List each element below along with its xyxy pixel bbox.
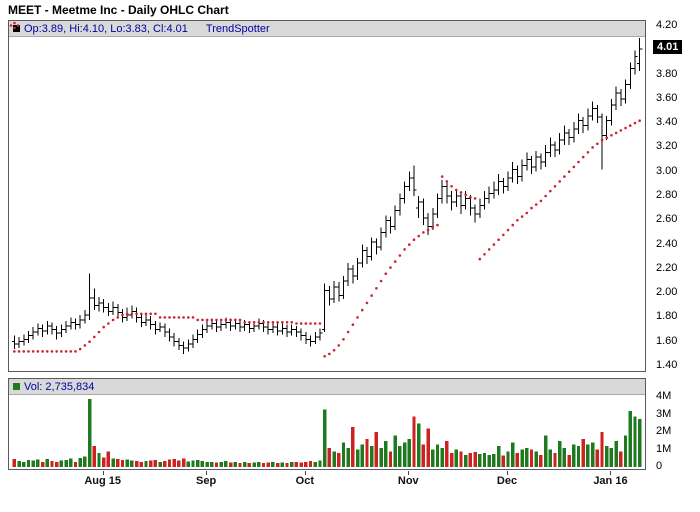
volume-series-marker-icon xyxy=(13,383,20,390)
price-axis-tick: 1.80 xyxy=(656,310,678,323)
trendspotter-legend-label: TrendSpotter xyxy=(205,22,270,35)
price-axis: 4.01 4.204.003.803.603.403.203.002.802.6… xyxy=(651,19,699,372)
x-axis-tickmark xyxy=(102,471,104,475)
volume-legend-label: Vol: 2,735,834 xyxy=(24,380,95,393)
price-axis-tick: 1.40 xyxy=(656,359,678,371)
ohlc-legend-label: Op:3.89, Hi:4.10, Lo:3.83, Cl:4.01 xyxy=(24,22,188,35)
volume-axis-tick: 3M xyxy=(656,407,672,420)
price-axis-tick: 2.60 xyxy=(656,213,678,226)
price-pane: Op:3.89, Hi:4.10, Lo:3.83, Cl:4.01 Trend… xyxy=(8,20,646,372)
x-axis-tickmark xyxy=(408,471,410,475)
x-axis-label: Sep xyxy=(196,475,217,487)
price-chart-canvas xyxy=(11,38,643,358)
last-price-badge: 4.01 xyxy=(653,40,683,55)
price-axis-tick: 2.00 xyxy=(656,286,678,299)
x-axis-label: Nov xyxy=(397,475,419,487)
x-axis-label: Oct xyxy=(295,475,314,487)
volume-axis: 4M 3M 2M 1M 0 xyxy=(651,378,699,472)
x-axis: Aug 15 Sep Oct Nov Dec Jan 16 xyxy=(8,471,658,491)
ohlc-series-marker-icon xyxy=(13,25,20,32)
price-axis-tick: 3.00 xyxy=(656,164,678,177)
price-axis-tick: 4.20 xyxy=(656,19,678,31)
x-axis-label: Aug 15 xyxy=(84,475,122,487)
volume-bars xyxy=(12,398,642,467)
x-axis-tickmark xyxy=(507,471,508,475)
price-axis-tick: 3.40 xyxy=(656,116,678,129)
price-axis-tick: 3.80 xyxy=(656,67,678,80)
price-axis-tick: 2.80 xyxy=(656,189,678,201)
chart-title: MEET - Meetme Inc - Daily OHLC Chart xyxy=(8,3,229,17)
ohlc-bars xyxy=(11,38,643,354)
x-axis-tickmark xyxy=(206,471,208,475)
volume-axis-tick: 4M xyxy=(656,390,672,402)
volume-axis-tick: 0 xyxy=(656,460,663,472)
volume-pane: Vol: 2,735,834 xyxy=(8,378,646,470)
price-axis-tick: 3.20 xyxy=(656,140,678,153)
trendspotter-dots xyxy=(13,119,641,358)
price-axis-tick: 2.20 xyxy=(656,261,678,274)
volume-axis-tick: 1M xyxy=(656,442,672,455)
x-axis-tickmark xyxy=(304,471,306,475)
price-legend: Op:3.89, Hi:4.10, Lo:3.83, Cl:4.01 Trend… xyxy=(9,21,645,37)
volume-legend: Vol: 2,735,834 xyxy=(9,379,645,395)
x-axis-tickmark xyxy=(610,471,612,475)
x-axis-label: Jan 16 xyxy=(593,475,628,487)
x-axis-label: Dec xyxy=(496,475,518,487)
price-axis-tick: 2.40 xyxy=(656,237,678,250)
price-axis-tick: 3.60 xyxy=(656,91,678,104)
volume-chart-canvas xyxy=(12,398,642,467)
price-axis-tick: 1.60 xyxy=(656,334,678,347)
volume-axis-tick: 2M xyxy=(656,425,672,437)
